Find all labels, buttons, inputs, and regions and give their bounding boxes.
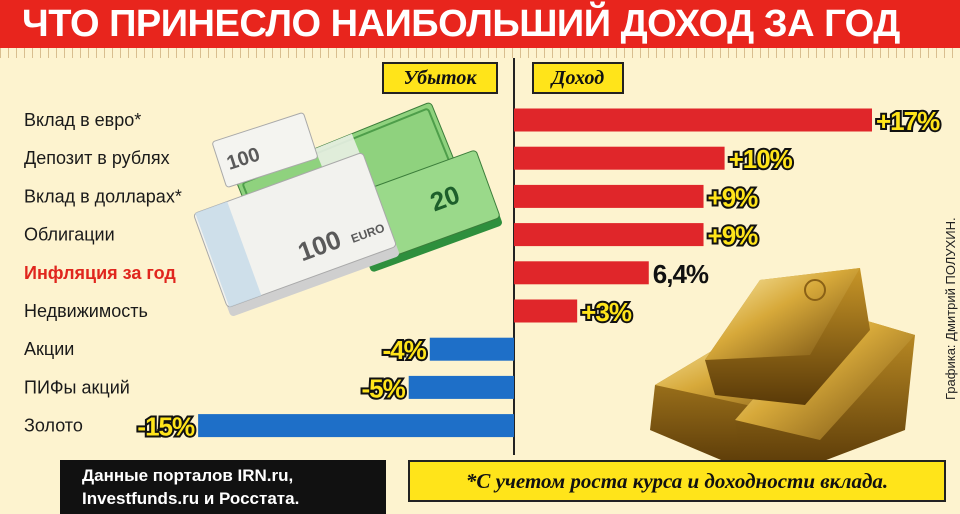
value-label: -5% [361,373,405,403]
bar [514,223,704,247]
bar [514,108,872,132]
category-label: Депозит в рублях [24,148,170,168]
category-label: Недвижимость [24,301,148,321]
bar [514,261,649,285]
category-label: Вклад в евро* [24,110,141,130]
legend-income-tag: Доход [532,62,624,94]
gold-bars-illustration [650,268,915,470]
value-label: +10% [729,144,793,174]
value-labels: +17% +10% +9% +9% 6,4% +3% -4% -5% -15% [135,104,943,444]
value-label: +9% [708,221,759,251]
decorative-ruler [0,48,960,58]
category-label: Инфляция за год [24,263,176,283]
bars [198,108,872,438]
bar [408,375,514,399]
graphic-credit: Графика: Дмитрий ПОЛУХИН. [943,217,958,400]
chart-title: ЧТО ПРИНЕСЛО НАИБОЛЬШИЙ ДОХОД ЗА ГОД [0,0,960,48]
bar [429,337,514,361]
category-label: Золото [24,416,83,436]
category-label: ПИФы акций [24,377,130,397]
footnote: *С учетом роста курса и доходности вклад… [408,460,946,502]
value-label: +17% [876,106,940,136]
category-label: Акции [24,339,74,359]
value-label: +3% [581,297,632,327]
category-labels: Вклад в евро* Депозит в рублях Вклад в дол… [24,110,182,436]
bar [514,146,725,170]
value-label: 6,4% [653,259,709,289]
source-line-1: Данные порталов IRN.ru, [82,466,294,485]
source-line-2: Investfunds.ru и Росстата. [82,489,300,508]
value-label: -15% [137,412,195,442]
value-label: +9% [708,182,759,212]
euro-banknotes-illustration: 100 € 20 100 EURO 100 [193,102,502,317]
bar [514,184,704,208]
category-label: Облигации [24,225,115,245]
bar [514,299,578,323]
bar [198,414,514,438]
legend-loss-tag: Убыток [382,62,498,94]
data-source-box: Данные порталов IRN.ru, Investfunds.ru и… [60,460,386,514]
category-label: Вклад в долларах* [24,186,182,206]
value-label: -4% [383,335,427,365]
